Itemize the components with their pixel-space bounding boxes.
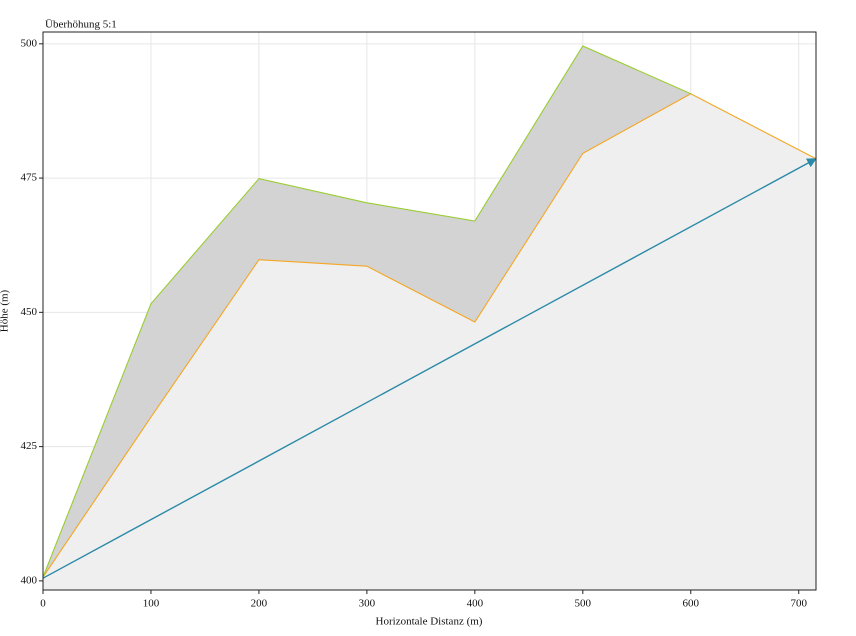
area-fill (43, 45, 691, 578)
lines (42, 45, 817, 579)
plot-frame (42, 31, 817, 591)
sight-line (42, 158, 817, 579)
x-tick-label: 0 (40, 598, 46, 610)
y-tick-label: 500 (21, 37, 38, 49)
x-tick-label: 300 (359, 598, 376, 610)
y-axis-label: Höhe (m) (0, 289, 11, 332)
plot-area (42, 32, 817, 591)
fills (43, 45, 816, 591)
x-tick-label: 600 (683, 598, 700, 610)
chart-title: Überhöhung 5:1 (45, 19, 117, 31)
profile-line (42, 93, 817, 578)
area-fill (43, 93, 816, 591)
x-tick-label: 700 (790, 598, 807, 610)
profile-line (42, 45, 691, 578)
x-tick-label: 200 (251, 598, 268, 610)
x-tick-label: 500 (575, 598, 592, 610)
y-tick-label: 475 (21, 172, 38, 184)
y-tick-label: 450 (21, 306, 38, 318)
x-axis-label: Horizontale Distanz (m) (376, 616, 483, 628)
y-tick-label: 400 (21, 574, 38, 586)
y-tick-label: 425 (21, 440, 38, 452)
x-tick-label: 400 (467, 598, 484, 610)
x-tick-label: 100 (143, 598, 160, 610)
